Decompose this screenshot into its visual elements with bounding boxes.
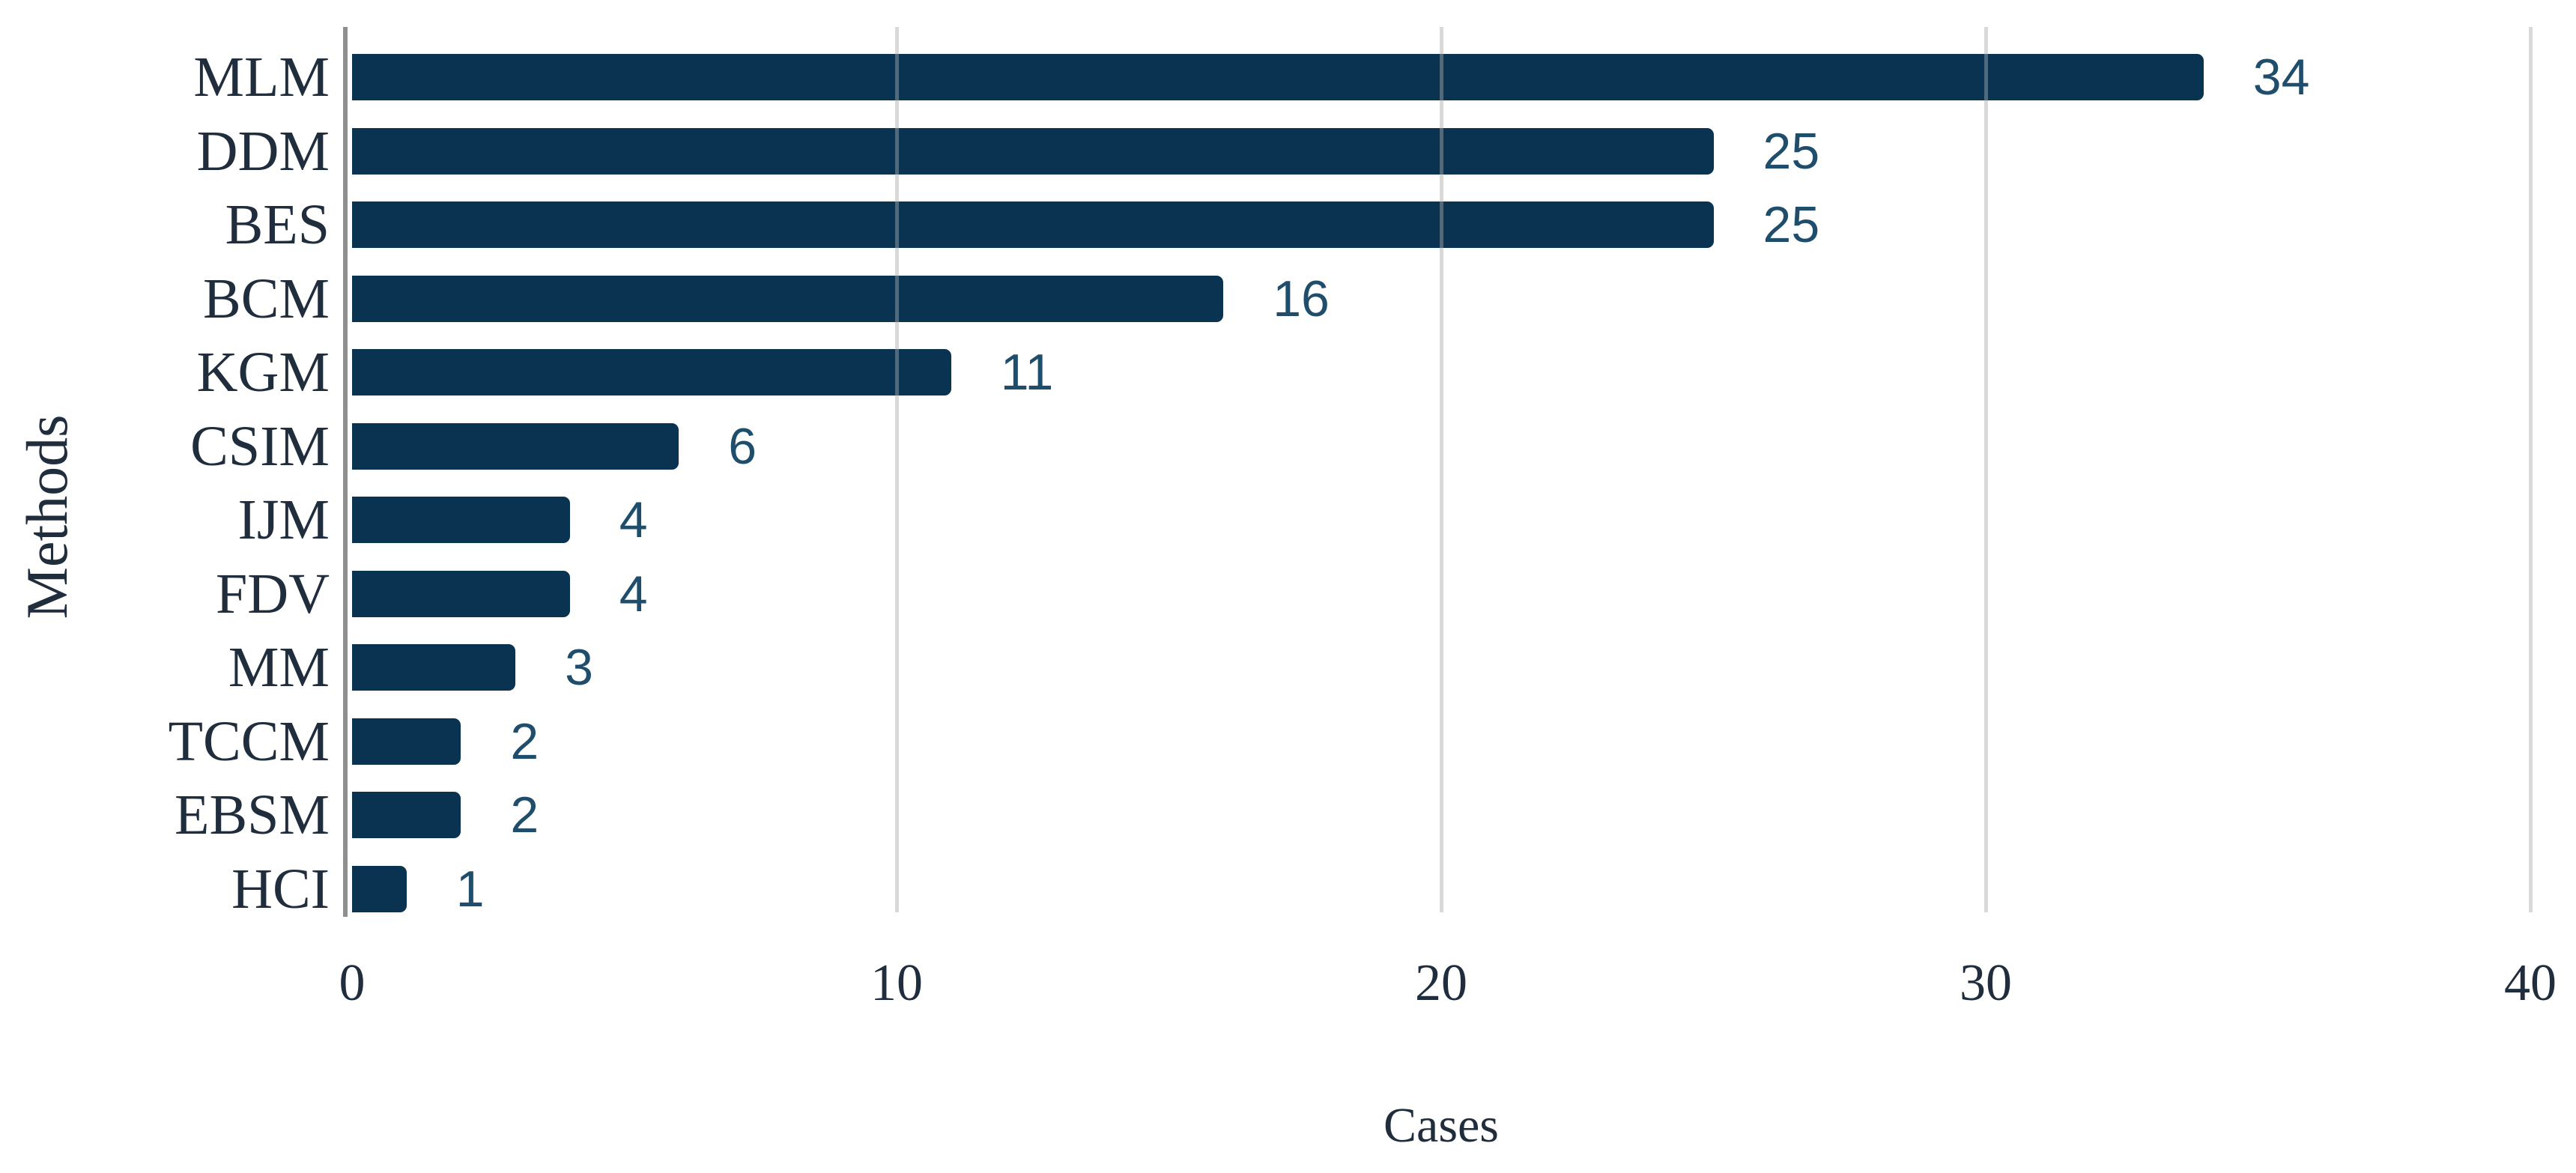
value-label: 34 bbox=[2252, 49, 2310, 106]
category-label: BES bbox=[225, 193, 330, 256]
value-label: 4 bbox=[619, 491, 648, 548]
value-label: 2 bbox=[510, 786, 539, 843]
category-label: EBSM bbox=[175, 783, 330, 846]
bar bbox=[352, 54, 2204, 100]
category-label: HCI bbox=[231, 857, 330, 921]
y-axis-line bbox=[343, 27, 348, 917]
value-label: 3 bbox=[565, 639, 593, 696]
value-label: 4 bbox=[619, 565, 648, 622]
gridline bbox=[1983, 27, 1988, 912]
value-label: 2 bbox=[510, 712, 539, 770]
gridline bbox=[1439, 27, 1443, 912]
bar bbox=[352, 497, 570, 543]
bar bbox=[352, 127, 1714, 175]
value-label: 25 bbox=[1763, 196, 1820, 253]
category-label: IJM bbox=[237, 488, 330, 551]
x-tick-label: 30 bbox=[1960, 954, 2012, 1012]
value-label: 1 bbox=[455, 860, 485, 918]
x-tick-label: 0 bbox=[339, 954, 366, 1012]
bar bbox=[352, 201, 1714, 248]
bar bbox=[352, 644, 516, 691]
value-label: 25 bbox=[1763, 122, 1820, 180]
x-axis-title: Cases bbox=[1384, 1098, 1499, 1153]
bar bbox=[352, 865, 407, 912]
bar bbox=[352, 275, 1224, 322]
category-label: MLM bbox=[193, 46, 330, 109]
gridline bbox=[894, 27, 899, 912]
bar bbox=[352, 570, 570, 617]
category-label: KGM bbox=[196, 341, 330, 404]
bar bbox=[352, 718, 461, 765]
category-label: FDV bbox=[215, 562, 330, 625]
category-label: CSIM bbox=[190, 414, 330, 478]
x-tick-label: 20 bbox=[1415, 954, 1467, 1012]
x-tick-label: 10 bbox=[870, 954, 923, 1012]
category-label: BCM bbox=[203, 267, 330, 330]
gridline bbox=[2528, 27, 2533, 912]
value-label: 11 bbox=[1000, 344, 1054, 401]
category-label: TCCM bbox=[168, 709, 330, 773]
bar bbox=[352, 349, 951, 395]
bar bbox=[352, 792, 461, 838]
value-label: 6 bbox=[728, 417, 757, 475]
bar bbox=[352, 422, 679, 470]
category-label: DDM bbox=[196, 119, 330, 183]
value-label: 16 bbox=[1273, 270, 1330, 327]
category-label: MM bbox=[228, 636, 330, 699]
x-tick-label: 40 bbox=[2504, 954, 2557, 1012]
